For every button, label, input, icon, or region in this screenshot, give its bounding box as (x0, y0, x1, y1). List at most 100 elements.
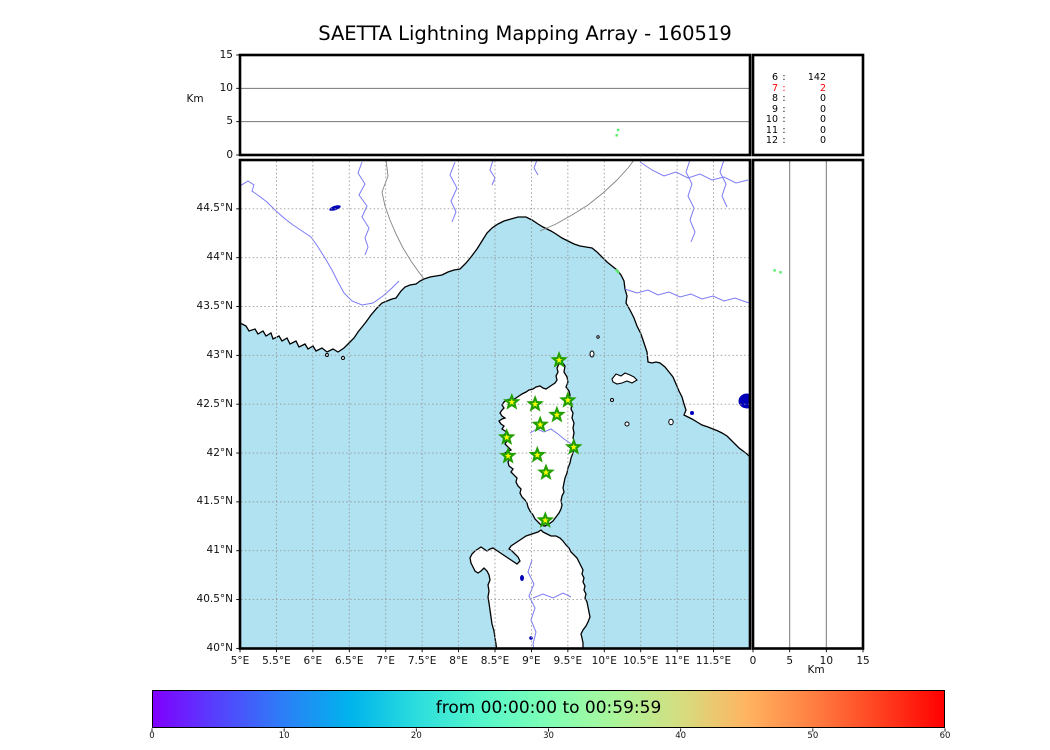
counts-value: 142 (807, 72, 826, 83)
vhf-sources-map (615, 269, 620, 274)
lon-tick-label: 10°E (591, 655, 617, 667)
lon-tick-label: 6.5°E (334, 655, 364, 667)
lma-station-star (526, 394, 544, 412)
lon-tick-label: 8.5°E (480, 655, 510, 667)
counts-row: 9: 0 (756, 104, 826, 116)
page-title: SAETTA Lightning Mapping Array - 160519 (318, 22, 732, 45)
lma-station-star (548, 405, 566, 423)
elba-island (611, 372, 638, 385)
counts-colon: : (782, 103, 786, 115)
sardinia-island (469, 529, 591, 648)
alt-tick-label: 10 (819, 655, 834, 667)
lakes (329, 205, 749, 640)
counts-row: 6: 142 (756, 72, 826, 84)
vhf-source-dot (616, 271, 620, 274)
alt-tick-label: 5 (786, 655, 793, 667)
counts-row: 12: 0 (756, 135, 826, 147)
lon-tick-label: 11°E (664, 655, 690, 667)
lon-tick-label: 5.5°E (262, 655, 291, 667)
counts-station-n: 10 (765, 114, 778, 126)
counts-station-n: 12 (765, 135, 778, 147)
counts-row: 8: 0 (756, 93, 826, 105)
lat-tick-label: 43.5°N (196, 300, 233, 313)
rivers (241, 161, 749, 648)
counts-value: 0 (819, 124, 826, 136)
lma-stations (497, 350, 583, 528)
counts-colon: : (782, 135, 786, 147)
lma-station-star (537, 463, 555, 481)
vhf-source-dot (779, 271, 782, 274)
lat-tick-label: 40.5°N (196, 593, 233, 606)
mainland-land (241, 161, 749, 456)
colorbar-tick-label: 60 (939, 731, 951, 741)
counts-station-n: 8 (771, 93, 778, 105)
counts-colon: : (782, 124, 786, 136)
lon-tick-label: 11.5°E (695, 655, 732, 667)
alt-tick-label: 10 (219, 81, 233, 94)
alt-tick-label: 5 (226, 115, 233, 128)
counts-colon: : (782, 93, 786, 105)
lma-station-star (503, 392, 521, 410)
map-panel (241, 161, 749, 648)
lon-tick-label: 9.5°E (553, 655, 583, 667)
lat-tick-label: 43°N (206, 348, 233, 361)
alt-tick-label: 15 (856, 655, 870, 667)
counts-station-n: 7 (771, 82, 778, 94)
km-axis-label-top: Km (186, 93, 204, 105)
counts-colon: : (782, 72, 786, 83)
counts-value: 0 (819, 114, 826, 126)
colorbar-tick-label: 0 (149, 731, 155, 741)
lon-tick-label: 6°E (303, 655, 323, 667)
grid-lines (241, 161, 749, 648)
counts-station-n: 9 (771, 103, 778, 115)
lma-station-star (499, 446, 517, 464)
coastline (241, 216, 749, 457)
lon-tick-label: 10.5°E (623, 655, 659, 667)
vhf-source-dot (616, 128, 620, 132)
lma-station-star (564, 437, 583, 455)
counts-colon: : (782, 114, 786, 126)
alt-tick-label: 0 (749, 655, 757, 667)
counts-row: 7: 2 (756, 83, 826, 95)
counts-colon: : (782, 82, 786, 94)
altitude-lat-panel (751, 158, 865, 650)
vhf-source-dot (773, 269, 776, 272)
lat-tick-label: 44°N (206, 251, 233, 264)
vhf-source-dot (615, 269, 618, 272)
counts-value: 2 (819, 82, 826, 94)
vhf-source-dot (615, 134, 618, 137)
alt-tick-label: 0 (226, 148, 233, 161)
km-axis-label-right: Km (807, 664, 825, 676)
counts-station-n: 11 (765, 124, 778, 136)
lma-station-star (497, 428, 516, 445)
counts-row: 11: 0 (756, 125, 826, 137)
map-panel-border (238, 158, 752, 650)
counts-panel-border (751, 53, 865, 157)
country-borders (381, 161, 634, 280)
lat-tick-label: 42°N (206, 446, 233, 459)
lat-tick-label: 41.5°N (196, 495, 233, 508)
vhf-sources-lat-altitude (773, 269, 782, 274)
lat-tick-label: 42.5°N (196, 397, 233, 410)
lat-tick-label: 44.5°N (196, 202, 233, 215)
counts-value: 0 (819, 103, 826, 115)
lma-station-star (550, 350, 568, 368)
lat-tick-label: 41°N (206, 544, 233, 557)
colorbar-tick-label: 30 (543, 731, 554, 741)
lat-tick-label: 40°N (206, 641, 233, 654)
counts-value: 0 (819, 93, 826, 105)
alt-tick-label: 15 (219, 48, 233, 61)
altitude-lon-panel (238, 53, 752, 157)
lon-tick-label: 5°E (230, 655, 250, 667)
lma-station-star (559, 391, 577, 408)
counts-station-n: 6 (771, 72, 778, 83)
lma-station-star (531, 415, 549, 433)
vhf-sources-altitude (615, 128, 620, 137)
lon-tick-label: 7°E (376, 655, 395, 667)
lon-tick-label: 7.5°E (407, 655, 437, 667)
lon-tick-label: 9°E (522, 655, 541, 667)
colorbar-tick-label: 40 (675, 731, 687, 741)
colorbar-tick-label: 10 (278, 731, 290, 741)
counts-row: 10: 0 (756, 114, 826, 126)
